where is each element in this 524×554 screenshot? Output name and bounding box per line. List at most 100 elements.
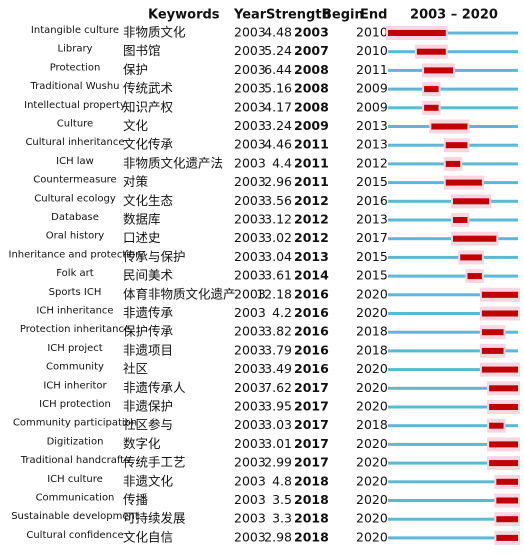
english-label: Folk art <box>56 268 94 279</box>
keyword: 传承与保护 <box>123 249 186 264</box>
english-label: ICH law <box>56 156 94 167</box>
strength: 3.3 <box>272 511 292 526</box>
burst-bar <box>489 422 504 429</box>
burst-bar <box>489 385 518 392</box>
end: 2012 <box>356 155 388 170</box>
keyword: 文化生态 <box>123 193 173 208</box>
timeline-bar <box>388 480 518 484</box>
begin: 2016 <box>294 324 329 339</box>
keyword: 非物质文化遗产法 <box>123 155 223 170</box>
year: 2003 <box>234 455 266 470</box>
keyword: 数字化 <box>123 436 161 451</box>
begin: 2012 <box>294 193 329 208</box>
end: 2009 <box>356 81 388 96</box>
strength: 3.95 <box>264 399 292 414</box>
year: 2003 <box>234 62 266 77</box>
year: 2003 <box>234 529 266 544</box>
year: 2003 <box>234 81 266 96</box>
keyword: 非遗保护 <box>123 399 173 414</box>
timeline-bar <box>388 386 518 390</box>
begin: 2016 <box>294 305 329 320</box>
begin: 2018 <box>294 529 329 544</box>
keyword: 非物质文化 <box>123 25 186 40</box>
strength: 2.99 <box>264 455 292 470</box>
end: 2010 <box>356 25 388 40</box>
keyword: 传统手工艺 <box>123 455 186 470</box>
keyword: 文化 <box>123 118 149 133</box>
timeline-bar <box>388 368 518 372</box>
end: 2018 <box>356 324 388 339</box>
strength: 2.98 <box>264 529 292 544</box>
burst-bar <box>489 404 518 410</box>
header-begin: Begin <box>322 8 364 23</box>
year: 2003 <box>234 399 266 414</box>
year: 2003 <box>234 417 266 432</box>
begin: 2011 <box>294 174 329 189</box>
year: 2003 <box>234 324 266 339</box>
year: 2003 <box>234 25 266 40</box>
begin: 2018 <box>294 473 329 488</box>
english-label: ICH inheritance <box>36 306 113 317</box>
timeline-bar <box>388 87 518 91</box>
begin: 2016 <box>294 361 329 376</box>
timeline-bar <box>388 293 518 297</box>
strength: 4.17 <box>264 99 292 114</box>
burst-bar <box>489 460 518 467</box>
english-label: Countermeasure <box>33 175 116 186</box>
end: 2015 <box>356 249 388 264</box>
english-label: Library <box>58 44 93 55</box>
english-label: Traditional Wushu <box>30 81 120 92</box>
burst-bar <box>460 254 482 261</box>
burst-bar <box>453 198 490 205</box>
burst-bar <box>481 347 504 354</box>
begin: 2011 <box>294 137 329 152</box>
burst-bar <box>481 366 518 373</box>
begin: 2017 <box>294 417 329 432</box>
english-label: Communication <box>36 493 115 504</box>
english-label: Oral history <box>46 231 105 242</box>
timeline-bar <box>388 536 518 540</box>
burst-bar <box>388 30 446 36</box>
keyword: 非遗传承人 <box>123 380 186 395</box>
end: 2010 <box>356 43 388 58</box>
strength: 3.02 <box>264 230 292 245</box>
end: 2017 <box>356 230 388 245</box>
strength: 12.18 <box>256 286 292 301</box>
end: 2020 <box>356 361 388 376</box>
strength: 3.49 <box>264 361 292 376</box>
strength: 3.61 <box>264 268 292 283</box>
burst-bar <box>467 273 482 280</box>
timeline-bar <box>388 50 518 54</box>
burst-bar <box>424 86 439 93</box>
keyword: 口述史 <box>123 230 161 245</box>
burst-bar <box>416 48 446 55</box>
end: 2020 <box>356 305 388 320</box>
strength: 6.44 <box>264 62 292 77</box>
year: 2003 <box>234 230 266 245</box>
keyword: 社区参与 <box>123 417 173 432</box>
english-label: Community <box>46 362 104 373</box>
burst-bar <box>445 142 468 149</box>
end: 2020 <box>356 492 388 507</box>
year: 2003 <box>234 137 266 152</box>
end: 2011 <box>356 62 388 77</box>
header-end: End <box>360 8 387 23</box>
header-keywords: Keywords <box>148 8 220 23</box>
burst-bar <box>496 478 518 485</box>
end: 2013 <box>356 137 388 152</box>
end: 2018 <box>356 342 388 357</box>
strength: 3.04 <box>264 249 292 264</box>
strength: 7.62 <box>264 380 292 395</box>
timeline-bar <box>388 499 518 502</box>
keyword: 传播 <box>123 492 149 507</box>
begin: 2008 <box>294 81 329 96</box>
burst-bar <box>431 123 468 130</box>
burst-bar <box>445 179 482 186</box>
keyword: 知识产权 <box>123 99 174 114</box>
keyword: 社区 <box>123 361 148 376</box>
burst-bar <box>481 329 504 336</box>
english-label: ICH protection <box>39 399 111 410</box>
english-label: Intellectual property <box>24 100 126 111</box>
end: 2015 <box>356 268 388 283</box>
